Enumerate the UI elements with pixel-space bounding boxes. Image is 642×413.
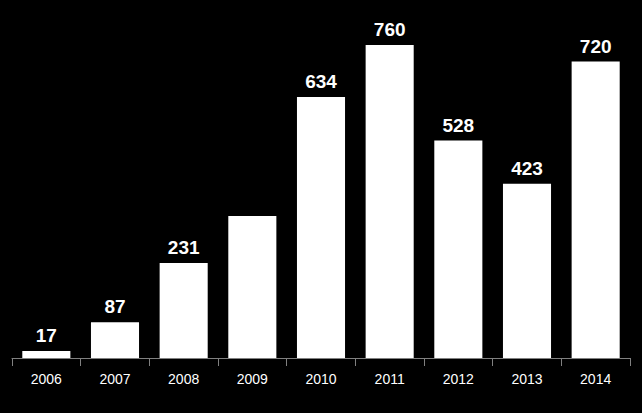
svg-text:634: 634 bbox=[305, 71, 337, 92]
svg-text:2009: 2009 bbox=[237, 371, 268, 387]
svg-text:231: 231 bbox=[168, 237, 200, 258]
svg-text:760: 760 bbox=[374, 19, 406, 40]
svg-text:720: 720 bbox=[580, 36, 612, 57]
svg-text:2006: 2006 bbox=[31, 371, 62, 387]
svg-text:2007: 2007 bbox=[99, 371, 130, 387]
svg-text:2012: 2012 bbox=[443, 371, 474, 387]
svg-text:2013: 2013 bbox=[511, 371, 542, 387]
svg-text:2008: 2008 bbox=[168, 371, 199, 387]
svg-text:423: 423 bbox=[511, 158, 543, 179]
svg-text:2011: 2011 bbox=[375, 371, 405, 387]
svg-text:2010: 2010 bbox=[305, 371, 336, 387]
svg-text:17: 17 bbox=[36, 325, 57, 346]
svg-text:2014: 2014 bbox=[580, 371, 611, 387]
svg-text:87: 87 bbox=[104, 296, 125, 317]
svg-text:528: 528 bbox=[442, 115, 474, 136]
